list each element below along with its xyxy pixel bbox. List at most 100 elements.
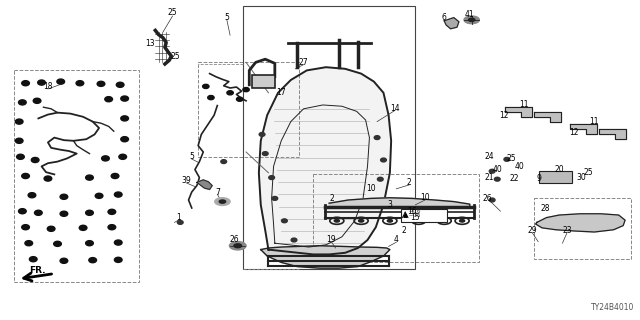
Ellipse shape bbox=[102, 156, 109, 161]
Text: 27: 27 bbox=[299, 58, 308, 67]
Text: 18: 18 bbox=[43, 82, 52, 91]
Bar bbox=[313, 174, 479, 262]
Ellipse shape bbox=[291, 238, 297, 242]
Ellipse shape bbox=[221, 160, 227, 164]
Text: 41: 41 bbox=[465, 10, 475, 19]
Circle shape bbox=[220, 200, 226, 203]
Ellipse shape bbox=[28, 193, 36, 198]
Circle shape bbox=[215, 198, 230, 205]
Polygon shape bbox=[259, 67, 391, 254]
Text: 28: 28 bbox=[540, 204, 550, 212]
Ellipse shape bbox=[86, 241, 93, 246]
Text: —15: —15 bbox=[409, 213, 422, 218]
Polygon shape bbox=[260, 246, 390, 268]
Ellipse shape bbox=[381, 158, 387, 162]
Text: 22: 22 bbox=[510, 174, 519, 183]
Text: 2: 2 bbox=[401, 226, 406, 235]
Text: 40: 40 bbox=[492, 165, 502, 174]
Ellipse shape bbox=[272, 196, 278, 200]
Ellipse shape bbox=[121, 116, 129, 121]
Ellipse shape bbox=[111, 173, 119, 179]
Text: —16: —16 bbox=[409, 209, 422, 214]
Text: 29: 29 bbox=[527, 226, 537, 235]
Text: 3: 3 bbox=[387, 200, 392, 209]
Circle shape bbox=[468, 18, 475, 21]
Ellipse shape bbox=[208, 95, 214, 100]
Ellipse shape bbox=[54, 241, 61, 246]
Ellipse shape bbox=[86, 210, 93, 215]
Text: 12: 12 bbox=[499, 111, 508, 120]
Text: TY24B4010: TY24B4010 bbox=[591, 303, 634, 312]
Ellipse shape bbox=[121, 137, 129, 142]
Ellipse shape bbox=[115, 240, 122, 245]
Polygon shape bbox=[444, 18, 459, 29]
Circle shape bbox=[464, 16, 479, 24]
Ellipse shape bbox=[108, 209, 116, 214]
Ellipse shape bbox=[29, 257, 37, 262]
Bar bbox=[539, 171, 572, 183]
Ellipse shape bbox=[79, 225, 87, 230]
Ellipse shape bbox=[105, 97, 113, 102]
Ellipse shape bbox=[33, 98, 41, 103]
Bar bbox=[252, 75, 275, 88]
Ellipse shape bbox=[44, 176, 52, 181]
Ellipse shape bbox=[60, 211, 68, 216]
Text: 14: 14 bbox=[390, 104, 400, 113]
Text: 39: 39 bbox=[182, 176, 191, 185]
Bar bbox=[14, 70, 140, 282]
Polygon shape bbox=[599, 129, 626, 139]
Text: 12: 12 bbox=[569, 128, 579, 137]
Circle shape bbox=[234, 244, 241, 248]
Ellipse shape bbox=[259, 132, 265, 136]
Ellipse shape bbox=[35, 210, 42, 215]
Ellipse shape bbox=[504, 157, 509, 161]
Text: 11: 11 bbox=[519, 100, 529, 108]
Text: 9: 9 bbox=[536, 174, 541, 183]
Text: 4: 4 bbox=[394, 236, 399, 244]
Text: FR.: FR. bbox=[29, 266, 45, 275]
Text: 40: 40 bbox=[515, 162, 525, 171]
Circle shape bbox=[334, 220, 339, 222]
Text: 5: 5 bbox=[189, 152, 194, 161]
Ellipse shape bbox=[374, 136, 380, 140]
Circle shape bbox=[230, 242, 246, 250]
Text: 13: 13 bbox=[145, 39, 155, 48]
Polygon shape bbox=[505, 107, 532, 117]
Ellipse shape bbox=[47, 226, 55, 231]
Text: 26: 26 bbox=[483, 194, 492, 203]
Text: 1: 1 bbox=[177, 213, 181, 222]
Text: 10: 10 bbox=[366, 184, 376, 193]
Text: 25: 25 bbox=[583, 168, 593, 177]
Ellipse shape bbox=[15, 138, 23, 143]
Text: 2: 2 bbox=[330, 194, 335, 203]
Bar bbox=[243, 6, 415, 269]
Text: 7: 7 bbox=[215, 188, 220, 196]
Text: 21: 21 bbox=[484, 173, 493, 182]
Polygon shape bbox=[536, 214, 625, 232]
Ellipse shape bbox=[494, 177, 500, 181]
Ellipse shape bbox=[269, 176, 275, 180]
Ellipse shape bbox=[57, 79, 65, 84]
Ellipse shape bbox=[22, 173, 29, 179]
Polygon shape bbox=[197, 180, 212, 189]
Text: 15: 15 bbox=[411, 213, 420, 222]
Ellipse shape bbox=[489, 198, 495, 202]
Text: 24: 24 bbox=[484, 152, 493, 161]
Text: 23: 23 bbox=[562, 226, 572, 235]
Polygon shape bbox=[329, 198, 470, 208]
Ellipse shape bbox=[97, 81, 105, 86]
Circle shape bbox=[387, 220, 392, 222]
Ellipse shape bbox=[119, 154, 127, 159]
Ellipse shape bbox=[227, 91, 234, 95]
Text: 10: 10 bbox=[420, 193, 430, 202]
Ellipse shape bbox=[76, 81, 84, 86]
Ellipse shape bbox=[108, 225, 116, 230]
Ellipse shape bbox=[22, 225, 29, 230]
Circle shape bbox=[358, 220, 364, 222]
Text: 20: 20 bbox=[554, 165, 564, 174]
Bar bbox=[401, 209, 447, 222]
Polygon shape bbox=[570, 124, 597, 134]
Ellipse shape bbox=[60, 194, 68, 199]
Circle shape bbox=[442, 220, 447, 222]
Text: 30: 30 bbox=[577, 173, 586, 182]
